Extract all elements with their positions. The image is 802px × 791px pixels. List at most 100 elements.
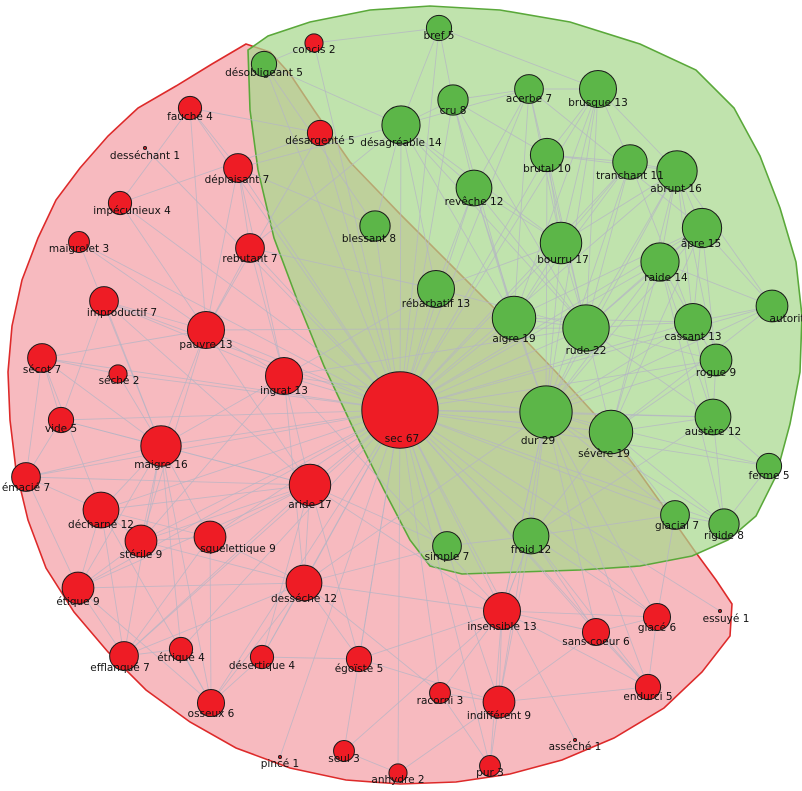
edge-rude-austere (585, 327, 714, 418)
node-label-raide: raide 14 (644, 272, 688, 284)
node-anhydre[interactable] (388, 763, 408, 783)
node-label-racorni: racorni 3 (417, 695, 464, 707)
node-etrique[interactable] (168, 636, 194, 662)
node-label-bourru: bourru 17 (537, 254, 589, 266)
edge-sec-concis (313, 42, 401, 411)
node-indifferent[interactable] (482, 685, 516, 719)
node-etique[interactable] (61, 571, 95, 605)
node-label-secot: sécot 7 (23, 364, 61, 376)
node-desertique[interactable] (249, 644, 275, 670)
node-label-tranchant: tranchant 11 (596, 170, 664, 182)
node-tranchant[interactable] (612, 144, 648, 180)
edge-desertique-egoiste (261, 656, 360, 660)
edge-desseche-insensible (303, 582, 503, 612)
node-rebutant[interactable] (235, 233, 265, 263)
node-severe[interactable] (588, 409, 634, 455)
node-blessant[interactable] (359, 210, 391, 242)
node-concis[interactable] (304, 33, 324, 53)
node-simple[interactable] (432, 531, 462, 561)
node-decharne[interactable] (82, 491, 120, 529)
node-bourru[interactable] (539, 221, 583, 265)
node-desargente[interactable] (306, 119, 334, 147)
node-squelettique[interactable] (193, 520, 227, 554)
node-efflanque[interactable] (109, 641, 139, 671)
node-raide[interactable] (640, 242, 680, 282)
edge-sec-rogue (399, 359, 717, 411)
edge-pauvre-desargente (205, 132, 321, 331)
node-cassant[interactable] (673, 302, 713, 342)
node-secot[interactable] (27, 343, 57, 373)
node-label-simple: simple 7 (425, 551, 470, 563)
node-impecunieux[interactable] (107, 190, 133, 216)
node-brutal[interactable] (529, 137, 565, 173)
edge-insensible-seul (343, 610, 503, 752)
edge-aride-desertique (261, 484, 311, 658)
node-improductif[interactable] (89, 286, 119, 316)
node-sterile[interactable] (124, 524, 158, 558)
node-rigide[interactable] (708, 508, 740, 540)
node-froid[interactable] (512, 517, 550, 555)
node-dessechant[interactable] (143, 146, 147, 150)
node-label-glace: glacé 6 (638, 622, 677, 634)
node-endurci[interactable] (634, 673, 662, 701)
node-label-autoritaire: autoritaire 9 (770, 313, 802, 325)
node-autoritaire[interactable] (755, 289, 789, 323)
edge-sec-desagreable (399, 124, 402, 411)
node-vide[interactable] (47, 406, 75, 434)
node-egoiste[interactable] (345, 645, 373, 673)
node-acerbe[interactable] (514, 74, 544, 104)
edge-desseche-sterile (140, 540, 305, 584)
node-cru[interactable] (437, 84, 469, 116)
edge-dur-desseche (303, 411, 547, 584)
node-insensible[interactable] (482, 591, 522, 631)
edge-sec-racorni (399, 409, 441, 694)
node-rebarbatif[interactable] (416, 269, 456, 309)
node-rogue[interactable] (699, 343, 733, 377)
node-emacie[interactable] (11, 462, 41, 492)
node-aigre[interactable] (491, 295, 537, 341)
edge-vide-improductif (60, 300, 105, 421)
node-pur[interactable] (479, 755, 501, 777)
node-maigrelet[interactable] (68, 231, 90, 253)
node-pauvre[interactable] (186, 310, 226, 350)
edge-desagreable-desobligeant (263, 63, 402, 126)
node-label-desertique: désertique 4 (229, 660, 296, 672)
node-label-osseux: osseux 6 (188, 708, 235, 720)
node-osseux[interactable] (196, 688, 226, 718)
node-rude[interactable] (562, 304, 610, 352)
node-bref[interactable] (425, 14, 453, 42)
edge-aride-egoiste (309, 484, 360, 660)
node-apre[interactable] (681, 207, 723, 249)
node-austere[interactable] (694, 398, 732, 436)
node-racorni[interactable] (429, 682, 451, 704)
node-essuye[interactable] (718, 609, 722, 613)
node-label-essuye: essuyé 1 (703, 613, 750, 625)
node-glace[interactable] (642, 602, 672, 632)
node-desagreable[interactable] (381, 105, 421, 145)
node-maigre[interactable] (140, 425, 182, 467)
node-sec[interactable] (361, 371, 439, 449)
node-asseche[interactable] (573, 738, 577, 742)
node-abrupt[interactable] (656, 150, 698, 192)
node-seche[interactable] (108, 364, 128, 384)
node-brusque[interactable] (578, 69, 618, 109)
node-glacial[interactable] (660, 500, 690, 530)
node-ingrat[interactable] (264, 356, 304, 396)
node-desseche[interactable] (285, 564, 323, 602)
edge-sec-fauche (189, 107, 401, 411)
node-reveche[interactable] (455, 169, 493, 207)
node-sanscoeur[interactable] (581, 617, 611, 647)
node-pince[interactable] (278, 755, 282, 759)
node-dur[interactable] (519, 385, 573, 439)
node-fauche[interactable] (177, 95, 203, 121)
node-seul[interactable] (333, 740, 355, 762)
node-deplaisant[interactable] (223, 153, 253, 183)
node-label-ferme: ferme 5 (749, 470, 790, 482)
node-ferme[interactable] (755, 452, 783, 480)
node-label-apre: âpre 15 (681, 238, 721, 250)
edge-insensible-egoiste (358, 610, 503, 660)
node-aride[interactable] (288, 463, 332, 507)
node-desobligeant[interactable] (250, 50, 278, 78)
edge-brutal-cru (452, 99, 548, 156)
node-label-endurci: endurci 5 (623, 691, 672, 703)
